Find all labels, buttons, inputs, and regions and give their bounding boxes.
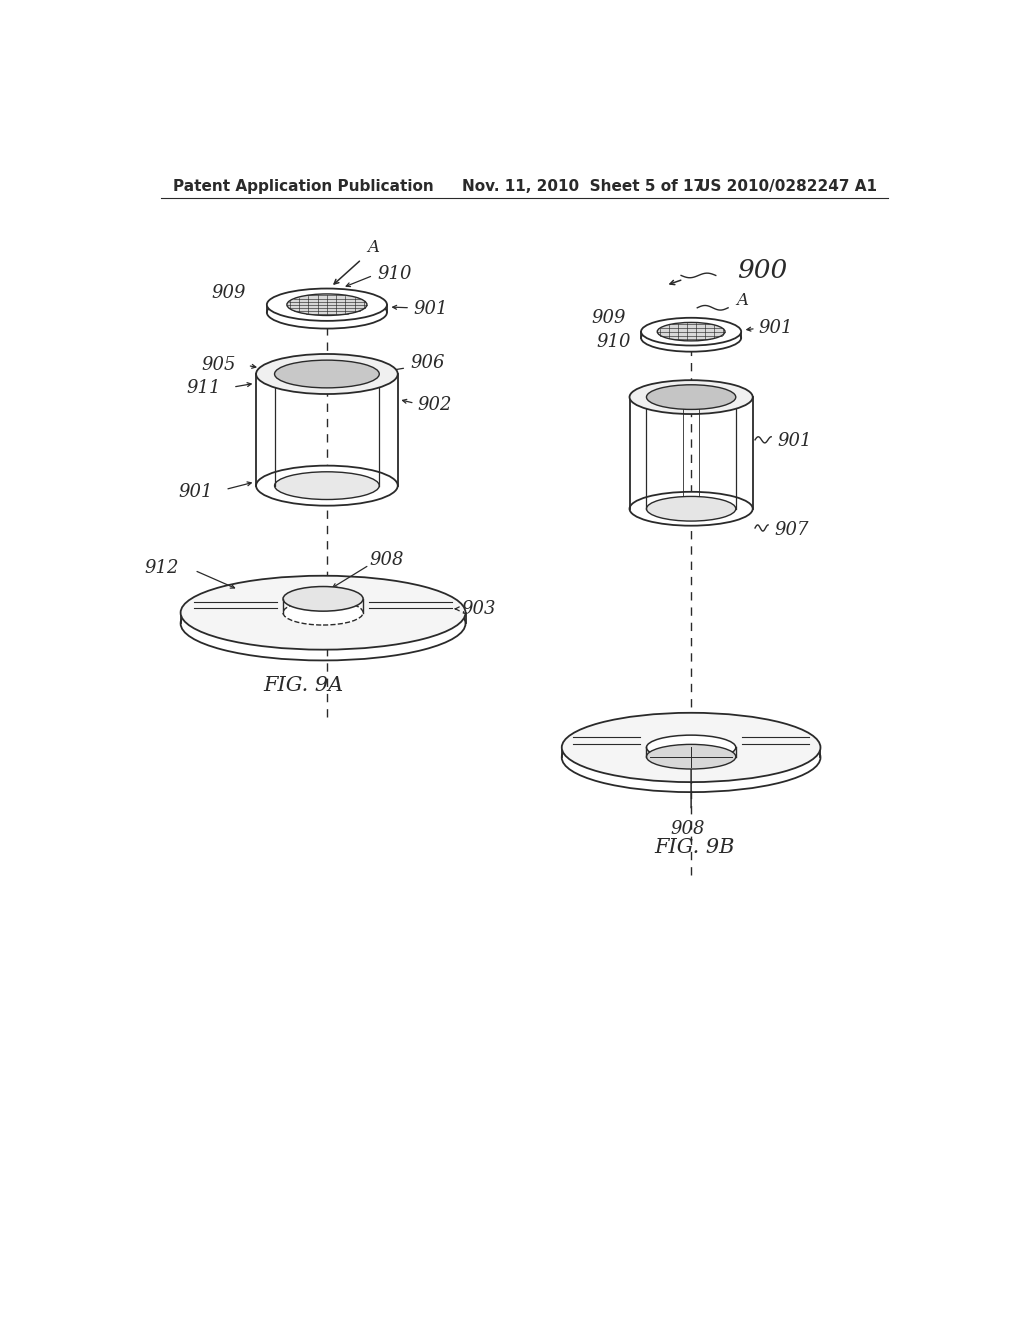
Text: Nov. 11, 2010  Sheet 5 of 17: Nov. 11, 2010 Sheet 5 of 17 <box>462 180 703 194</box>
Text: US 2010/0282247 A1: US 2010/0282247 A1 <box>698 180 878 194</box>
Ellipse shape <box>283 586 364 611</box>
Text: FIG. 9B: FIG. 9B <box>654 838 735 857</box>
Ellipse shape <box>562 713 820 781</box>
Text: 905: 905 <box>202 356 237 374</box>
Text: 912: 912 <box>144 560 179 577</box>
Ellipse shape <box>630 380 753 414</box>
Text: A: A <box>367 239 379 256</box>
Text: 910: 910 <box>377 265 412 282</box>
Ellipse shape <box>267 289 387 321</box>
Ellipse shape <box>267 296 387 329</box>
Text: 906: 906 <box>410 354 444 372</box>
Text: 909: 909 <box>591 309 626 327</box>
Ellipse shape <box>641 323 741 351</box>
Ellipse shape <box>274 471 379 499</box>
Text: 908: 908 <box>370 552 403 569</box>
Text: 910: 910 <box>597 334 631 351</box>
Ellipse shape <box>274 360 379 388</box>
Ellipse shape <box>641 318 741 346</box>
Ellipse shape <box>287 294 367 315</box>
Ellipse shape <box>562 723 820 792</box>
Text: Patent Application Publication: Patent Application Publication <box>173 180 433 194</box>
Text: FIG. 9A: FIG. 9A <box>264 676 344 696</box>
Ellipse shape <box>180 576 466 649</box>
Ellipse shape <box>657 322 725 341</box>
Ellipse shape <box>180 586 466 660</box>
Text: A: A <box>736 292 748 309</box>
Text: 909: 909 <box>212 284 246 302</box>
Text: 902: 902 <box>418 396 453 413</box>
Text: 911: 911 <box>186 379 220 397</box>
Text: 901: 901 <box>777 433 812 450</box>
Text: 908: 908 <box>670 820 705 838</box>
Ellipse shape <box>646 735 736 760</box>
Text: 900: 900 <box>737 257 787 282</box>
Text: 901: 901 <box>759 319 794 337</box>
Ellipse shape <box>646 496 736 521</box>
Text: 907: 907 <box>774 521 809 540</box>
Text: 901: 901 <box>413 300 447 318</box>
Ellipse shape <box>646 744 736 770</box>
Ellipse shape <box>256 354 397 393</box>
Ellipse shape <box>630 492 753 525</box>
Ellipse shape <box>283 601 364 626</box>
Ellipse shape <box>256 466 397 506</box>
Ellipse shape <box>646 385 736 409</box>
Text: 901: 901 <box>178 483 213 500</box>
Text: 903: 903 <box>462 599 497 618</box>
